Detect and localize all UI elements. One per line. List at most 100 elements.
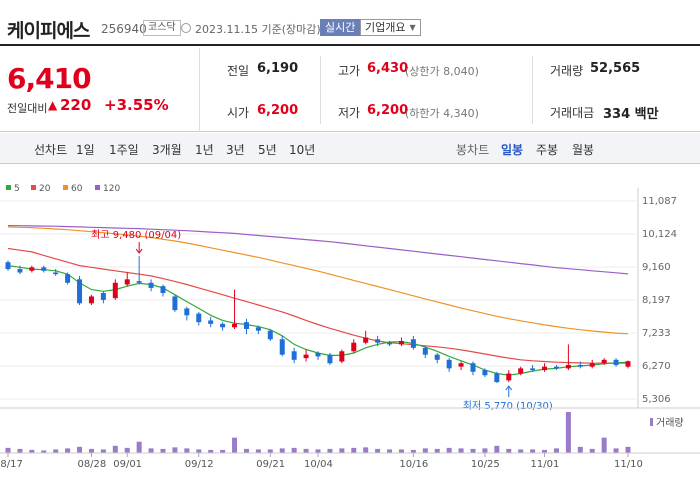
volume-bar xyxy=(506,448,512,453)
change-value: 220 xyxy=(60,96,92,114)
candle-body xyxy=(434,354,440,360)
candle-monthly[interactable]: 월봉 xyxy=(572,143,595,157)
candle-body xyxy=(100,293,106,300)
candle-body xyxy=(482,370,488,376)
realtime-button[interactable]: 실시간 xyxy=(320,19,361,36)
legend-label: 120 xyxy=(103,184,120,194)
volume-bar xyxy=(41,450,47,453)
volume-bar xyxy=(363,447,369,453)
company-overview-label: 기업개요 xyxy=(365,21,406,34)
candle-body xyxy=(267,330,273,340)
candle-body xyxy=(470,363,476,372)
volume-bar xyxy=(220,449,226,453)
volume-bar xyxy=(279,448,285,453)
candle-body xyxy=(279,339,285,355)
candle-body xyxy=(208,320,214,324)
period-5y[interactable]: 5년 xyxy=(258,143,277,157)
volume-bar xyxy=(196,449,202,453)
clock-icon xyxy=(181,23,191,33)
legend-swatch xyxy=(31,185,36,190)
candle-body xyxy=(136,281,142,283)
volume-bar xyxy=(88,448,94,453)
x-tick-label: 11/01 xyxy=(531,459,560,470)
high-label: 고가 xyxy=(338,64,361,78)
stock-chart[interactable]: 5 20 60 120 11,087 10,124 9,160 8,197 7,233 6,270… xyxy=(0,180,700,490)
legend-swatch xyxy=(95,185,100,190)
volume-bar xyxy=(100,449,106,453)
period-3y[interactable]: 3년 xyxy=(226,143,245,157)
x-tick-label: 10/25 xyxy=(471,459,500,470)
y-tick-label: 6,270 xyxy=(642,361,671,372)
candle-weekly[interactable]: 주봉 xyxy=(536,143,559,157)
low-value: 6,200 xyxy=(367,103,409,118)
y-tick-label: 9,160 xyxy=(642,262,671,273)
volume-bar xyxy=(172,447,178,453)
candle-body xyxy=(220,323,226,328)
company-overview-dropdown[interactable]: 기업개요 ▼ xyxy=(360,19,421,36)
legend-swatch xyxy=(63,185,68,190)
candle-body xyxy=(77,279,83,304)
volume-bar xyxy=(434,448,440,453)
y-tick-label: 8,197 xyxy=(642,295,671,306)
volume-bar xyxy=(112,445,118,453)
volume-bar xyxy=(65,448,71,453)
ma120-line xyxy=(7,225,629,275)
chevron-down-icon: ▼ xyxy=(409,23,416,32)
volume-bar xyxy=(446,447,452,453)
candle-body xyxy=(613,359,619,365)
volume-bar xyxy=(410,449,416,453)
change-label: 전일대비 xyxy=(7,102,48,115)
amount-label: 거래대금 xyxy=(550,106,595,120)
candle-daily[interactable]: 일봉 xyxy=(501,143,524,157)
upper-limit: (상한가 8,040) xyxy=(405,65,479,78)
candle-body xyxy=(303,354,309,359)
volume-value: 52,565 xyxy=(590,61,641,76)
candle-body xyxy=(518,368,524,374)
volume-bar xyxy=(232,437,238,453)
candle-body xyxy=(387,342,393,345)
change-percent: +3.55% xyxy=(104,96,169,114)
period-1y[interactable]: 1년 xyxy=(195,143,214,157)
volume-bar xyxy=(398,449,404,453)
candle-body xyxy=(565,364,571,369)
candle-body xyxy=(553,366,559,369)
legend-label: 60 xyxy=(71,184,83,194)
low-annotation: 최저 5,770 (10/30) xyxy=(463,400,553,412)
y-tick-label: 7,233 xyxy=(642,328,671,339)
volume-bar xyxy=(613,448,619,453)
legend-label: 5 xyxy=(14,184,20,194)
low-arrow-head xyxy=(505,385,513,391)
x-tick-label: 09/12 xyxy=(185,459,214,470)
period-10y[interactable]: 10년 xyxy=(289,143,316,157)
candle-body xyxy=(172,296,178,311)
candle-body xyxy=(446,359,452,369)
candle-body xyxy=(124,279,130,285)
candle-body xyxy=(315,352,321,357)
candle-body xyxy=(398,340,404,345)
volume-bar xyxy=(5,447,11,453)
x-tick-label: 10/04 xyxy=(304,459,333,470)
volume-bar xyxy=(351,447,357,453)
candle-body xyxy=(17,269,23,273)
volume-bar xyxy=(422,448,428,453)
candle-body xyxy=(148,282,154,288)
candle-body xyxy=(255,327,261,331)
volume-bar xyxy=(243,448,249,453)
volume-bar xyxy=(17,448,23,453)
volume-bar xyxy=(148,448,154,453)
candle-body xyxy=(112,282,118,299)
market-badge: 코스닥 xyxy=(143,20,181,36)
candle-body xyxy=(363,337,369,343)
period-3m[interactable]: 3개월 xyxy=(152,143,182,157)
volume-bar xyxy=(518,449,524,453)
volume-bar xyxy=(184,448,190,453)
volume-bar xyxy=(29,449,35,453)
volume-label: 거래량 xyxy=(656,417,684,429)
low-label: 저가 xyxy=(338,106,361,120)
period-1d[interactable]: 1일 xyxy=(76,143,95,157)
candle-body xyxy=(375,339,381,343)
volume-bar xyxy=(458,448,464,453)
line-chart-label: 선차트 xyxy=(34,143,68,157)
period-1w[interactable]: 1주일 xyxy=(109,143,139,157)
candle-body xyxy=(53,272,59,275)
